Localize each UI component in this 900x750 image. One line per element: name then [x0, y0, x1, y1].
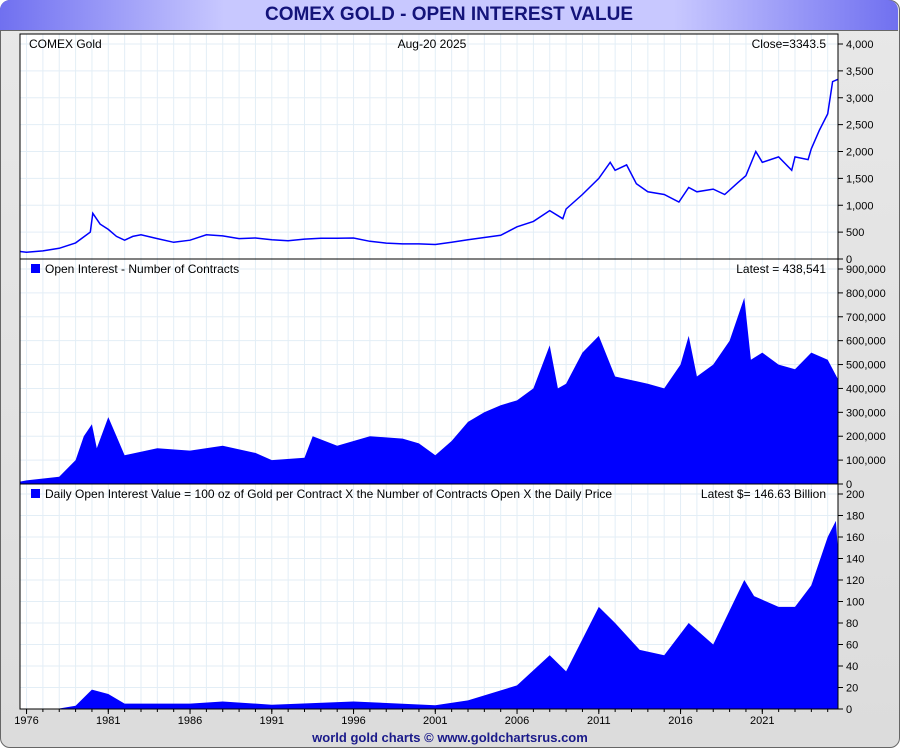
y-tick-label: 400,000	[846, 383, 886, 395]
y-tick-label: 1,000	[846, 200, 874, 212]
y-tick-label: 500,000	[846, 360, 886, 372]
x-tick-label: 1991	[260, 715, 284, 727]
y-tick-label: 0	[846, 479, 852, 491]
x-tick-label: 2006	[505, 715, 529, 727]
series-label: COMEX Gold	[29, 37, 102, 51]
plot-background	[20, 34, 838, 709]
y-tick-label: 4,000	[846, 39, 874, 51]
y-tick-label: 600,000	[846, 336, 886, 348]
latest-label: Latest = 438,541	[736, 262, 826, 276]
y-tick-label: 200,000	[846, 431, 886, 443]
y-tick-label: 140	[846, 554, 864, 566]
x-tick-label: 1996	[341, 715, 365, 727]
chart-title: COMEX GOLD - OPEN INTEREST VALUE	[0, 0, 898, 31]
y-tick-label: 800,000	[846, 288, 886, 300]
latest-label: Latest $= 146.63 Billion	[701, 487, 826, 501]
y-tick-label: 40	[846, 661, 858, 673]
y-tick-label: 100,000	[846, 455, 886, 467]
y-tick-label: 2,000	[846, 147, 874, 159]
x-tick-label: 2016	[668, 715, 692, 727]
price-line	[19, 78, 839, 254]
oi-value-area	[20, 520, 838, 709]
x-tick-label: 1981	[96, 715, 120, 727]
y-tick-label: 20	[846, 683, 858, 695]
y-tick-label: 900,000	[846, 264, 886, 276]
y-tick-label: 180	[846, 511, 864, 523]
y-tick-label: 3,000	[846, 93, 874, 105]
y-tick-label: 200	[846, 489, 864, 501]
latest-label: Close=3343.5	[752, 37, 827, 51]
x-tick-label: 2001	[423, 715, 447, 727]
x-tick-label: 2021	[750, 715, 774, 727]
y-tick-label: 2,500	[846, 120, 874, 132]
y-tick-label: 1,500	[846, 173, 874, 185]
y-tick-label: 3,500	[846, 66, 874, 78]
legend-label: Daily Open Interest Value = 100 oz of Go…	[45, 487, 612, 501]
legend-swatch	[31, 264, 40, 273]
y-tick-label: 60	[846, 640, 858, 652]
y-tick-label: 80	[846, 618, 858, 630]
legend-swatch	[31, 489, 40, 498]
legend-label: Open Interest - Number of Contracts	[45, 262, 239, 276]
y-tick-label: 700,000	[846, 312, 886, 324]
date-label: Aug-20 2025	[398, 37, 467, 51]
footer-credit: world gold charts © www.goldchartsrus.co…	[312, 730, 588, 745]
y-tick-label: 0	[846, 704, 852, 716]
x-tick-label: 1986	[178, 715, 202, 727]
open-interest-area	[20, 297, 838, 484]
y-tick-label: 0	[846, 254, 852, 266]
y-tick-label: 120	[846, 575, 864, 587]
y-tick-label: 100	[846, 597, 864, 609]
y-tick-label: 300,000	[846, 407, 886, 419]
panel-border	[19, 483, 839, 710]
y-tick-label: 500	[846, 227, 864, 239]
x-tick-label: 1976	[14, 715, 38, 727]
x-tick-label: 2011	[587, 715, 611, 727]
y-tick-label: 160	[846, 532, 864, 544]
